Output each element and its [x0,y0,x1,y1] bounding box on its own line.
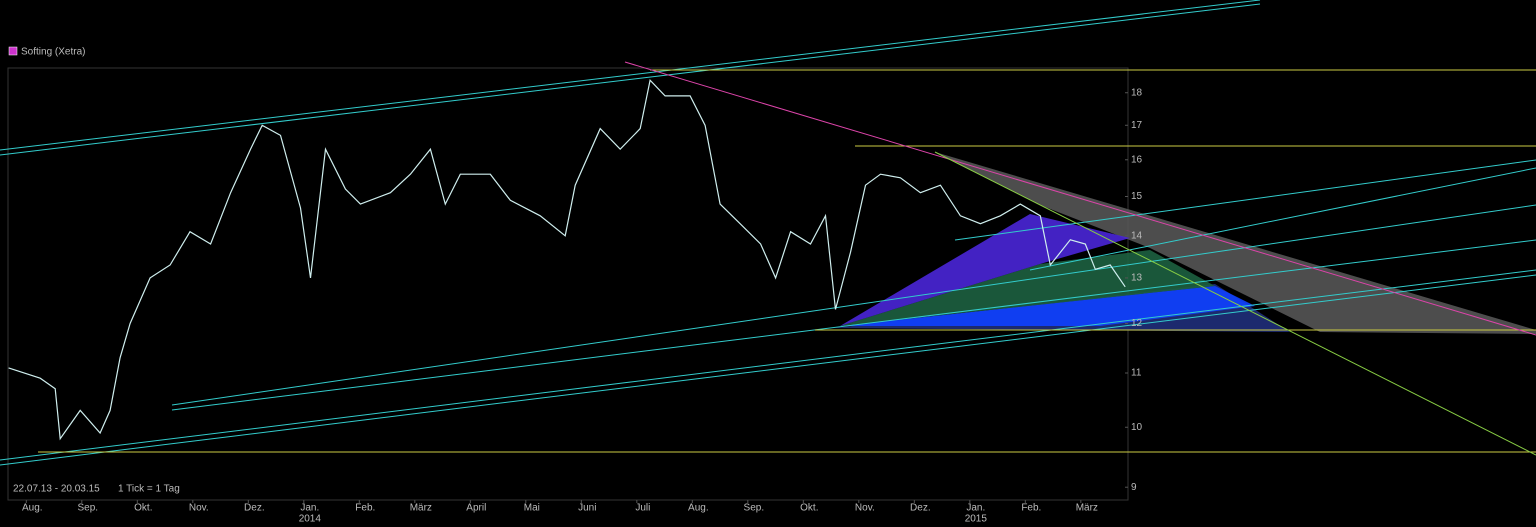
y-tick-label: 18 [1131,87,1143,98]
trend-line [0,274,1536,466]
trend-line [1029,167,1536,271]
x-tick-label: März [1076,503,1098,514]
resistance-line [624,61,1536,336]
y-tick-label: 13 [1131,273,1143,284]
trend-line [934,151,1536,456]
y-tick-label: 17 [1131,120,1143,131]
y-tick-label: 10 [1131,422,1143,433]
trend-line [0,3,1261,156]
trend-line [954,159,1536,241]
x-tick-label: Nov. [189,503,209,514]
year-label: 2014 [299,514,322,525]
x-tick-label: Nov. [855,503,875,514]
date-range: 22.07.13 - 20.03.15 [13,484,100,495]
y-tick-label: 15 [1131,191,1143,202]
trend-line [0,0,1261,151]
y-tick-label: 14 [1131,230,1143,241]
y-tick-label: 16 [1131,154,1143,165]
y-tick-label: 12 [1131,318,1143,329]
x-tick-label: Aug. [688,503,709,514]
x-tick-label: Aug. [22,503,43,514]
y-tick-label: 9 [1131,482,1137,493]
x-tick-label: Okt. [800,503,818,514]
x-tick-label: Dez. [910,503,931,514]
blue-area [840,286,1255,326]
chart-title: Softing (Xetra) [21,47,85,58]
trend-line [171,239,1536,411]
x-tick-label: Juni [578,503,596,514]
tick-note: 1 Tick = 1 Tag [118,484,180,495]
purple-area [840,214,1130,326]
x-tick-label: Sep. [78,503,99,514]
trend-line [171,204,1536,406]
green-area [840,250,1215,326]
x-tick-label: Jan. [300,503,319,514]
x-tick-label: Sep. [744,503,765,514]
y-tick-label: 11 [1131,368,1142,379]
x-tick-label: Mai [524,503,540,514]
x-tick-label: Okt. [134,503,152,514]
year-label: 2015 [965,514,988,525]
x-tick-label: Jan. [966,503,985,514]
trend-line [0,269,1536,461]
x-tick-label: Feb. [355,503,375,514]
price-line [8,78,1126,441]
x-tick-label: Dez. [244,503,265,514]
x-tick-label: April [466,503,486,514]
legend-swatch [8,46,18,56]
x-tick-label: Feb. [1021,503,1041,514]
x-tick-label: Juli [635,503,650,514]
x-tick-label: März [410,503,432,514]
drawings [0,0,1536,466]
